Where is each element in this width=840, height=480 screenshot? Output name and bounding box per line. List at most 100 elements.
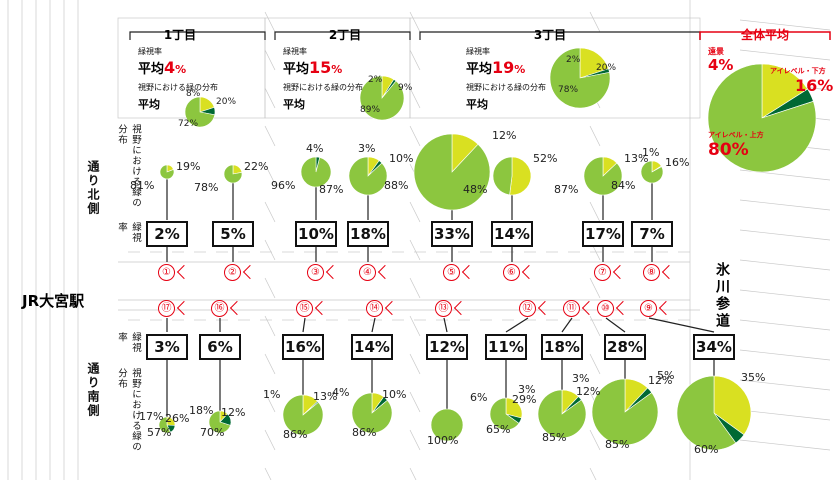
south-rate-box: 14%	[351, 334, 393, 360]
north-pie-label: 13%	[624, 152, 649, 165]
north-point-number: ④	[359, 264, 376, 281]
pie-slice	[159, 164, 175, 180]
north-pie-label: 3%	[358, 142, 376, 155]
map-line	[409, 429, 421, 451]
north-point-number: ①	[158, 264, 175, 281]
overall-title: 全体平均	[740, 28, 789, 42]
south-point-number: ⑪	[563, 300, 580, 317]
map-line	[409, 391, 421, 413]
south-point-number: ⑮	[296, 300, 313, 317]
pie-slice	[583, 156, 623, 196]
map-line	[589, 353, 601, 375]
north-rate-box: 18%	[347, 221, 389, 247]
pie-slice	[707, 63, 817, 173]
map-line	[409, 467, 417, 480]
pie-slice	[640, 160, 664, 184]
north-rate-box: 10%	[295, 221, 337, 247]
map-line	[264, 429, 276, 451]
south-pie-5	[430, 408, 464, 442]
south-rate-box: 3%	[146, 334, 188, 360]
north-pie-label: 81%	[130, 179, 155, 192]
south-point-number: ⑰	[158, 300, 175, 317]
overall-eye-upper-value: 80%	[708, 140, 749, 160]
south-pie-label: 60%	[694, 443, 719, 456]
south-pie-label: 13%	[313, 390, 338, 403]
pie-slice	[348, 156, 388, 196]
map-line	[264, 201, 276, 223]
s2-avg-value: 15	[309, 58, 332, 77]
south-pie-label: 26%	[165, 412, 190, 425]
s1-avg-prefix: 平均	[138, 62, 165, 77]
south-point-number: ⑨	[640, 300, 657, 317]
south-pie-label: 5%	[657, 369, 675, 382]
s3-rate-label: 緑視率	[466, 47, 490, 56]
section-pie-1	[184, 96, 216, 128]
south-pie-label: 6%	[470, 391, 488, 404]
north-side-label: 通り北側	[86, 160, 100, 216]
north-pie-5	[413, 133, 491, 211]
pie-slice	[413, 133, 491, 211]
south-pie-label: 100%	[427, 434, 459, 447]
south-pie-label: 35%	[741, 371, 766, 384]
north-rate-box: 17%	[582, 221, 624, 247]
north-rate-box: 7%	[631, 221, 673, 247]
south-pie-3	[282, 394, 324, 436]
south-rate-box: 18%	[541, 334, 583, 360]
overall-far-label: 遠景	[708, 47, 724, 56]
s1-dist-label: 視野における緑の分布	[138, 83, 218, 92]
map-line	[409, 11, 421, 33]
map-line	[589, 125, 601, 147]
south-pie-label: 12%	[576, 385, 601, 398]
north-pie-label: 84%	[611, 179, 636, 192]
north-pie-label: 10%	[389, 152, 414, 165]
s1-dist-avg: 平均	[138, 98, 160, 111]
map-line	[409, 87, 421, 109]
south-pie-label: 17%	[139, 410, 164, 423]
section-title-1: 1丁目	[163, 28, 197, 42]
map-line	[264, 163, 276, 185]
south-pie-label: 3%	[572, 372, 590, 385]
north-pie-label: 22%	[244, 160, 269, 173]
pie-slice	[158, 416, 171, 434]
south-pie-label: 10%	[382, 388, 407, 401]
connector-line	[505, 317, 529, 333]
south-pie-9	[676, 375, 752, 451]
s2-avg-unit: %	[331, 63, 343, 76]
section-pie-3	[549, 47, 611, 109]
south-point-number: ⑫	[519, 300, 536, 317]
overall-pie	[707, 63, 817, 173]
s3-avg-value: 19	[492, 58, 515, 77]
south-point-number: ⑭	[366, 300, 383, 317]
pie-slice	[591, 378, 659, 446]
map-line	[589, 315, 601, 337]
south-pie-1	[158, 416, 176, 434]
map-line	[739, 289, 831, 301]
south-rate-box: 6%	[199, 334, 241, 360]
south-pie-2	[208, 410, 232, 434]
pie-slice	[713, 375, 752, 436]
pie-slice	[492, 156, 513, 196]
s2-avg-prefix: 平均	[283, 62, 310, 77]
south-rate-box: 11%	[485, 334, 527, 360]
map-line	[739, 199, 831, 211]
pie-slice	[223, 164, 243, 184]
map-line	[264, 239, 276, 261]
connector-line	[443, 317, 448, 333]
pie-slice	[761, 63, 809, 119]
south-pie-label: 29%	[512, 393, 537, 406]
connector-line	[561, 317, 573, 333]
north-rate-box: 5%	[212, 221, 254, 247]
north-pie-label: 4%	[306, 142, 324, 155]
map-line	[739, 229, 831, 241]
overall-eye-lower-label: アイレベル・下方	[770, 67, 826, 75]
pie-slice	[509, 156, 532, 196]
map-line	[409, 353, 421, 375]
s3-dist-avg: 平均	[466, 98, 488, 111]
section-pie-label: 20%	[216, 97, 237, 107]
north-pie-label: 87%	[554, 183, 579, 196]
south-pie-label: 57%	[147, 426, 172, 439]
map-line	[589, 277, 601, 299]
south-rate-row-label: 緑視率	[116, 332, 141, 353]
map-line	[409, 277, 421, 299]
